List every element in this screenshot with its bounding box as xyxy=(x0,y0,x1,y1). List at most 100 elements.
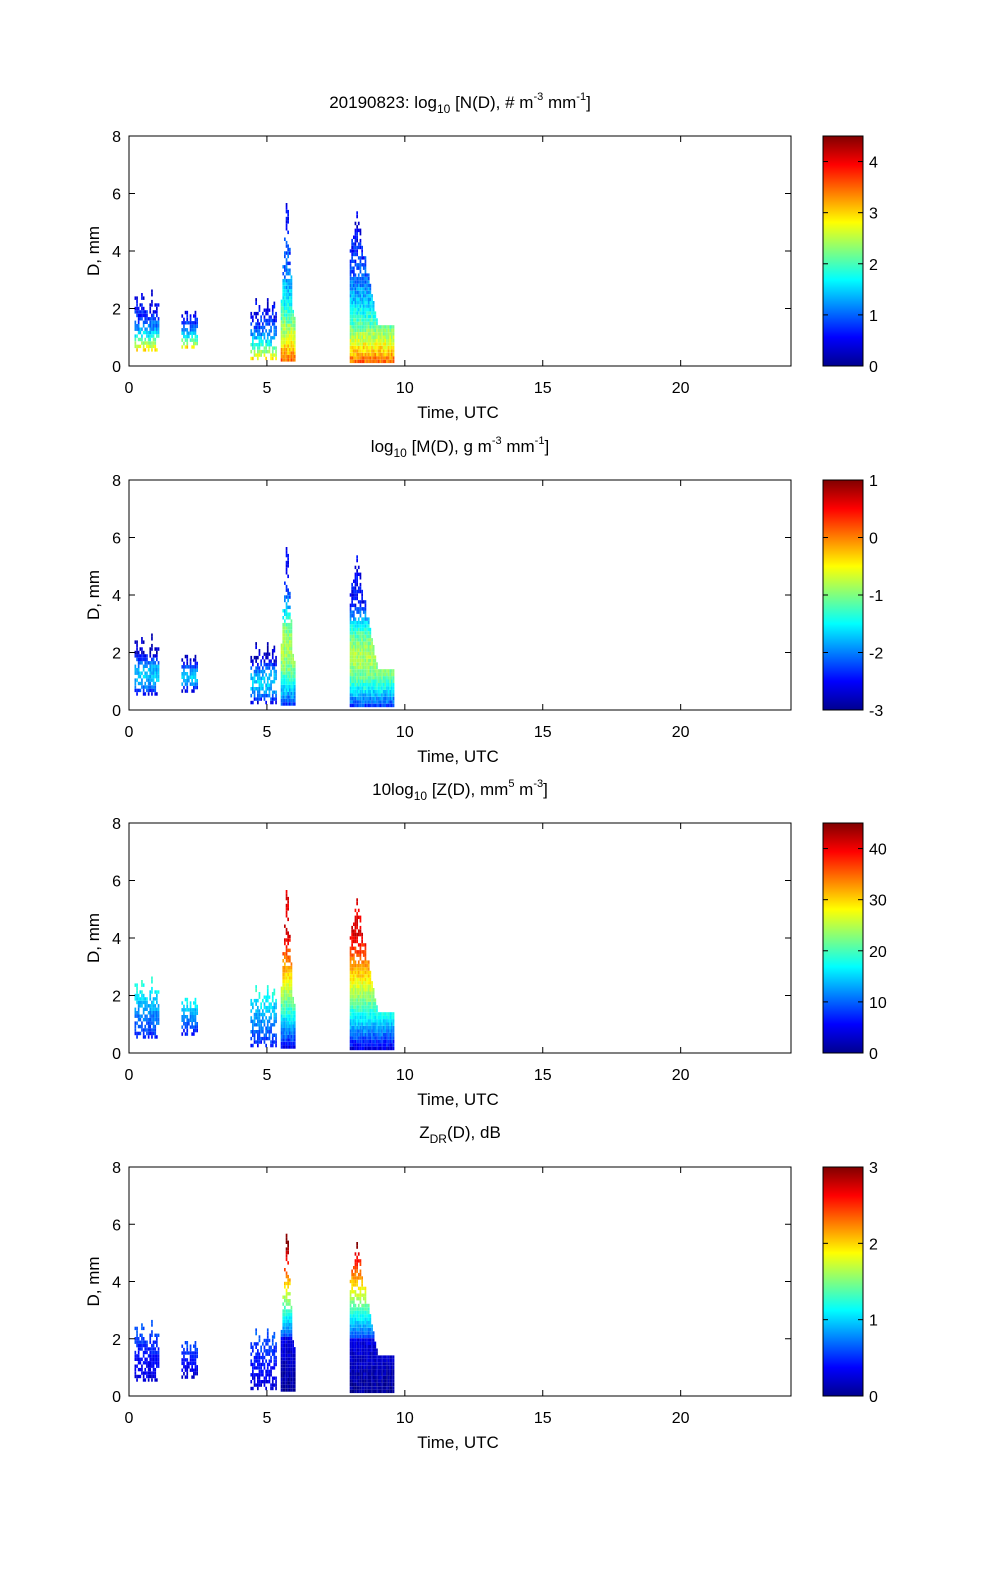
heatmap-cell xyxy=(183,341,185,346)
heatmap-cell xyxy=(152,1031,155,1036)
heatmap-cell xyxy=(266,683,269,687)
heatmap-cell xyxy=(194,1008,197,1012)
heatmap-cell xyxy=(280,337,283,341)
heatmap-cell xyxy=(379,1362,382,1366)
heatmap-cell xyxy=(376,1012,378,1016)
heatmap-cell xyxy=(186,314,189,318)
heatmap-cell xyxy=(357,974,360,978)
heatmap-cell xyxy=(149,1011,152,1015)
heatmap-cell xyxy=(369,304,372,308)
heatmap-cell xyxy=(374,672,377,677)
heatmap-cell xyxy=(273,690,276,694)
heatmap-cell xyxy=(389,1372,392,1376)
heatmap-cell xyxy=(156,990,158,994)
heatmap-cell xyxy=(366,689,368,694)
heatmap-cell xyxy=(266,1373,269,1377)
heatmap-cell xyxy=(196,1028,198,1033)
heatmap-cell xyxy=(282,1034,285,1039)
heatmap-cell xyxy=(293,1038,296,1042)
heatmap-cell xyxy=(289,1038,291,1042)
heatmap-cell xyxy=(290,688,293,692)
heatmap-cell xyxy=(188,1018,190,1022)
heatmap-cell xyxy=(361,703,363,708)
heatmap-cell xyxy=(146,671,148,675)
heatmap-cell xyxy=(287,216,289,221)
heatmap-cell xyxy=(285,602,288,606)
heatmap-cell xyxy=(263,1380,266,1384)
heatmap-cell xyxy=(196,668,198,672)
heatmap-cell xyxy=(265,655,267,660)
heatmap-cell xyxy=(287,702,289,706)
heatmap-cell xyxy=(369,1015,372,1020)
heatmap-cell xyxy=(374,1341,377,1345)
heatmap-cell xyxy=(287,334,289,338)
heatmap-cell xyxy=(196,1011,198,1015)
heatmap-cell xyxy=(356,984,358,989)
heatmap-cell xyxy=(255,1352,257,1356)
heatmap-cell xyxy=(250,659,253,663)
heatmap-cell xyxy=(369,1012,372,1016)
heatmap-cell xyxy=(359,314,362,319)
heatmap-cell xyxy=(359,232,362,236)
heatmap-cell xyxy=(371,638,373,642)
heatmap-cell xyxy=(389,1369,392,1373)
heatmap-cell xyxy=(152,688,155,693)
heatmap-cell xyxy=(285,622,288,627)
heatmap-cell xyxy=(367,648,370,652)
heatmap-cell xyxy=(280,1360,283,1365)
heatmap-cell xyxy=(270,1386,272,1391)
heatmap-cell xyxy=(293,1378,296,1382)
heatmap-cell xyxy=(361,276,363,281)
heatmap-cell xyxy=(181,321,184,325)
heatmap-cell xyxy=(266,305,269,309)
heatmap-cell xyxy=(349,703,352,708)
heatmap-cell xyxy=(287,979,289,984)
heatmap-cell xyxy=(377,689,380,694)
heatmap-cell xyxy=(146,1007,148,1011)
heatmap-cell xyxy=(194,654,197,659)
heatmap-cell xyxy=(351,1001,353,1006)
heatmap-cell xyxy=(362,339,365,343)
heatmap-cell xyxy=(372,1338,375,1342)
heatmap-cell xyxy=(289,1357,291,1361)
heatmap-cell xyxy=(376,356,378,360)
heatmap-cell xyxy=(282,330,285,334)
heatmap-cell xyxy=(194,321,197,325)
heatmap-cell xyxy=(289,948,291,953)
heatmap-cell xyxy=(356,339,358,343)
heatmap-cell xyxy=(134,688,137,693)
heatmap-cell xyxy=(372,683,375,687)
heatmap-cell xyxy=(379,703,382,708)
heatmap-cell xyxy=(284,306,286,310)
heatmap-cell xyxy=(376,1019,378,1023)
heatmap-cell xyxy=(361,624,363,628)
heatmap-cell xyxy=(293,1347,296,1351)
heatmap-cell xyxy=(349,1321,352,1325)
heatmap-cell xyxy=(351,1046,353,1051)
heatmap-cell xyxy=(353,994,355,999)
heatmap-cell xyxy=(369,359,372,364)
heatmap-cell xyxy=(376,1355,378,1359)
heatmap-cell xyxy=(356,665,358,670)
heatmap-cell xyxy=(191,679,193,683)
heatmap-cell xyxy=(362,273,365,277)
heatmap-cell xyxy=(287,616,289,620)
heatmap-cell xyxy=(193,1372,195,1376)
heatmap-cell xyxy=(353,939,355,944)
heatmap-cell xyxy=(359,1334,362,1339)
heatmap-cell xyxy=(151,320,153,324)
heatmap-cell xyxy=(351,929,353,933)
heatmap-cell xyxy=(152,317,155,321)
heatmap-cell xyxy=(354,1005,357,1009)
heatmap-cell xyxy=(366,318,368,322)
colorbar-tick-label: 1 xyxy=(869,308,878,325)
heatmap-cell xyxy=(287,938,289,942)
heatmap-cell xyxy=(354,963,357,968)
heatmap-cell xyxy=(270,1369,272,1374)
heatmap-cell xyxy=(293,1007,296,1011)
heatmap-cell xyxy=(258,992,261,996)
heatmap-cell xyxy=(354,1269,357,1273)
heatmap-cell xyxy=(290,979,293,984)
heatmap-cell xyxy=(361,307,363,312)
heatmap-cell xyxy=(357,1019,360,1023)
